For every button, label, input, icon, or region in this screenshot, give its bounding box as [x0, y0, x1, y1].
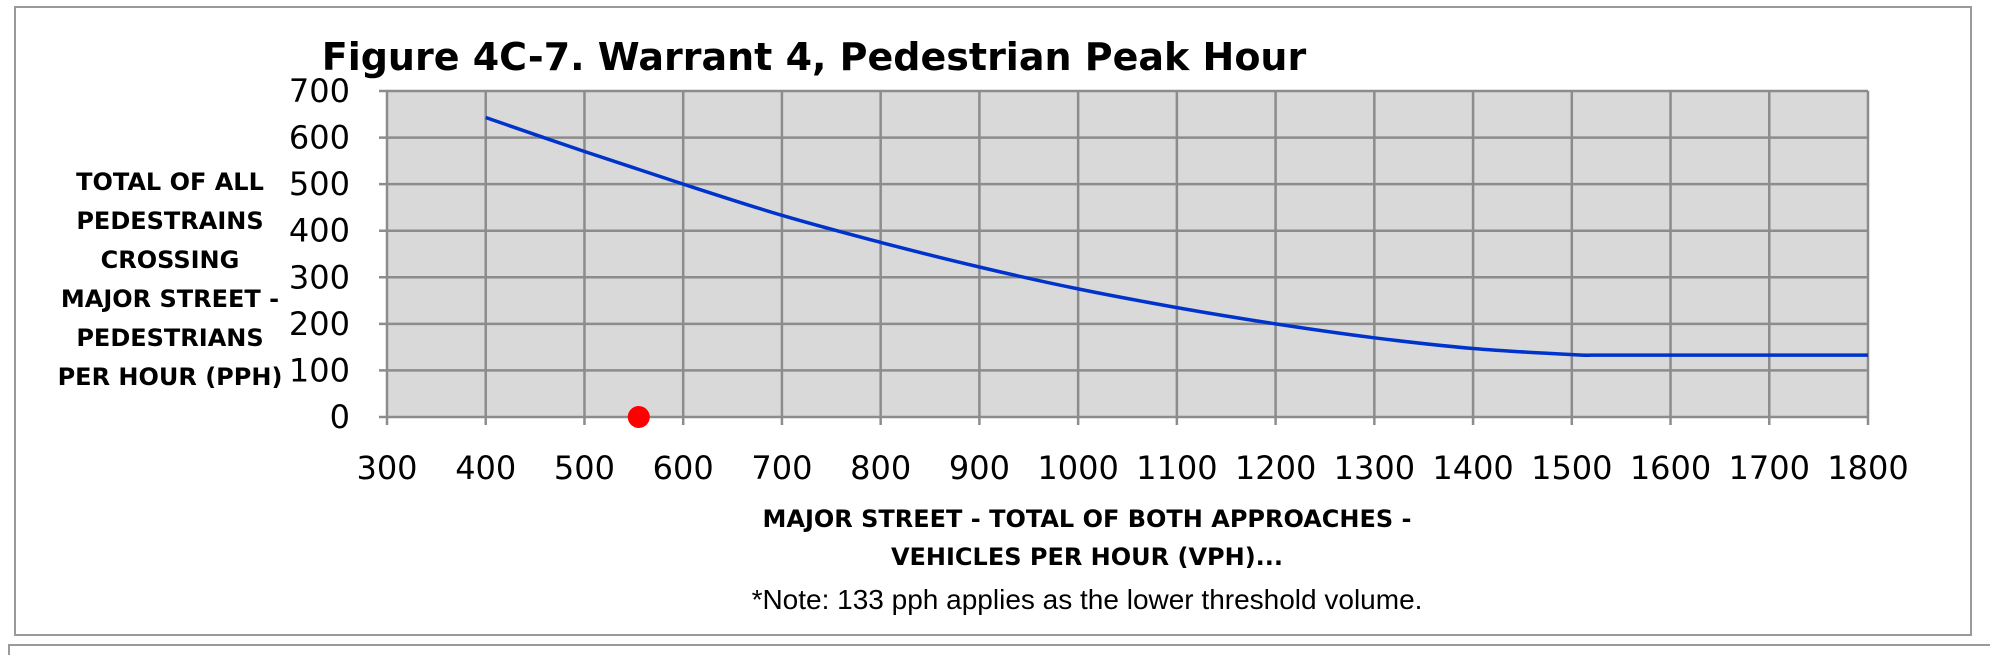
y-tick-label: 700	[289, 72, 350, 110]
x-tick-label: 1400	[1432, 449, 1513, 487]
x-tick-label: 1000	[1037, 449, 1118, 487]
x-tick-label: 1600	[1630, 449, 1711, 487]
series-layer	[485, 115, 1868, 357]
x-tick-label: 400	[455, 449, 516, 487]
x-tick-label: 1700	[1729, 449, 1810, 487]
chart-note: *Note: 133 pph applies as the lower thre…	[752, 584, 1423, 615]
grid-lines	[379, 89, 1870, 425]
x-tick-label: 1300	[1334, 449, 1415, 487]
x-tick-label: 700	[751, 449, 812, 487]
y-axis-label: TOTAL OF ALL PEDESTRAINS CROSSING MAJOR STR…	[50, 163, 290, 397]
x-axis-label-line: MAJOR STREET - TOTAL OF BOTH APPROACHES …	[762, 505, 1411, 533]
point-layer	[627, 406, 650, 428]
plot-area	[387, 91, 1868, 417]
y-tick-label: 0	[330, 398, 350, 436]
y-tick-label: 500	[289, 165, 350, 203]
y-axis-label-line: TOTAL OF ALL	[76, 168, 264, 196]
x-tick-label: 1100	[1136, 449, 1217, 487]
x-axis-label: MAJOR STREET - TOTAL OF BOTH APPROACHES …	[762, 505, 1411, 571]
tick-labels: 300 400 500 600 700 800 900 1000 1100 1200 1300 140…	[289, 72, 1909, 487]
chart-title: Figure 4C-7. Warrant 4, Pedestrian Peak …	[322, 35, 1307, 79]
y-tick-label: 400	[289, 212, 350, 250]
y-axis-label-line: PEDESTRIANS	[76, 324, 264, 352]
data-point	[627, 406, 650, 428]
y-axis-label-line: MAJOR STREET -	[60, 285, 280, 313]
x-tick-label: 900	[949, 449, 1010, 487]
x-tick-label: 500	[554, 449, 615, 487]
y-axis-label-line: PER HOUR (PPH)	[57, 363, 283, 391]
y-tick-label: 600	[289, 119, 350, 157]
x-tick-label: 1800	[1827, 449, 1908, 487]
bottom-divider	[8, 644, 1990, 655]
x-tick-label: 1200	[1235, 449, 1316, 487]
x-tick-label: 800	[850, 449, 911, 487]
x-tick-label: 600	[653, 449, 714, 487]
threshold-curve	[485, 115, 1868, 357]
x-tick-label: 300	[356, 449, 417, 487]
y-tick-label: 200	[289, 305, 350, 343]
x-tick-label: 1500	[1531, 449, 1612, 487]
y-axis-label-line: CROSSING	[100, 246, 240, 274]
y-tick-label: 300	[289, 258, 350, 296]
x-axis-label-line: VEHICLES PER HOUR (VPH)...	[891, 543, 1283, 571]
y-tick-label: 100	[289, 351, 350, 389]
y-axis-label-line: PEDESTRAINS	[76, 207, 264, 235]
